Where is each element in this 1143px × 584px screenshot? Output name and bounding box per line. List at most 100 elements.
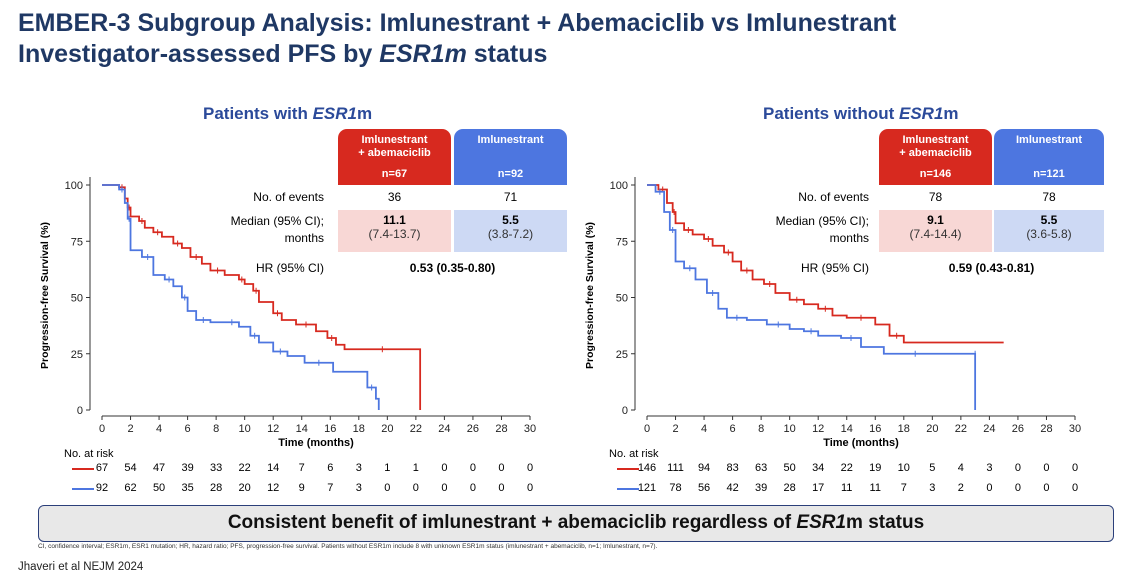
arm-header-mono: Imlunestrant n=92	[454, 129, 567, 185]
risk-count: 111	[667, 462, 684, 474]
hr-value: 0.59 (0.43-0.81)	[948, 261, 1035, 275]
risk-count: 20	[238, 482, 251, 494]
risk-count: 4	[957, 462, 964, 474]
x-tick-label: 4	[156, 423, 162, 435]
panel-title-pre: Patients without	[763, 104, 899, 123]
risk-count: 22	[238, 462, 251, 474]
median-mono: 5.5 (3.6-5.8)	[994, 213, 1104, 241]
risk-count: 10	[897, 462, 910, 474]
risk-count: 78	[669, 482, 682, 494]
x-tick-label: 2	[672, 423, 678, 435]
risk-count: 1	[412, 462, 419, 474]
risk-count: 5	[929, 462, 936, 474]
x-tick-label: 16	[869, 423, 881, 435]
banner-post: m status	[846, 512, 925, 533]
x-tick-label: 24	[983, 423, 995, 435]
panel-with-esr1m: 0 25 50 75 100 0 2 4 6 8 10 12 14 16 18 20 22 24 26 28 30 Tim…	[8, 98, 568, 506]
hr-label: HR (95% CI)	[255, 261, 324, 275]
risk-count: 1	[384, 462, 391, 474]
slide-title: EMBER-3 Subgroup Analysis: Imlunestrant …	[18, 8, 896, 70]
x-tick-label: 10	[784, 423, 796, 435]
y-tick-label: 75	[616, 236, 628, 248]
median-combo: 9.1 (7.4-14.4)	[879, 213, 992, 241]
risk-count: 6	[327, 462, 334, 474]
risk-count: 94	[697, 462, 711, 474]
risk-count: 0	[1043, 482, 1050, 494]
citation: Jhaveri et al NEJM 2024	[18, 561, 144, 573]
x-tick-label: 0	[99, 423, 105, 435]
risk-count: 28	[210, 482, 223, 494]
risk-count: 0	[498, 482, 505, 494]
hr-label: HR (95% CI)	[800, 261, 869, 275]
risk-count: 62	[124, 482, 137, 494]
risk-count: 2	[957, 482, 964, 494]
risk-count: 83	[726, 462, 739, 474]
median-label-line2: months	[829, 231, 869, 245]
arm-header-combo: Imlunestrant + abemaciclib n=67	[338, 129, 451, 185]
median-mono-box	[994, 210, 1104, 252]
x-tick-label: 16	[324, 423, 336, 435]
mono-legend-line	[72, 488, 94, 490]
panel-title-post: m	[357, 104, 373, 123]
risk-count: 7	[298, 462, 305, 474]
risk-count: 3	[355, 462, 362, 474]
y-tick-label: 50	[616, 293, 628, 305]
arm-header-combo-n: n=146	[919, 168, 952, 180]
risk-count: 39	[755, 482, 768, 494]
risk-count: 3	[986, 462, 993, 474]
risk-count: 50	[152, 482, 166, 494]
arm-header-combo-n: n=67	[381, 168, 408, 180]
panel-title-pre: Patients with	[203, 104, 313, 123]
y-axis-title: Progression-free Survival (%)	[584, 222, 596, 369]
risk-count: 92	[95, 482, 109, 494]
median-mono-box	[454, 210, 567, 252]
events-label: No. of events	[253, 190, 324, 204]
risk-count: 17	[812, 482, 825, 494]
risk-table-label: No. at risk	[64, 448, 114, 460]
events-combo: 36	[387, 190, 402, 204]
risk-count: 3	[355, 482, 362, 494]
y-tick-label: 75	[71, 236, 83, 248]
panel-title: Patients with ESR1m	[203, 104, 372, 124]
title-line-2: Investigator-assessed PFS by ESR1m statu…	[18, 39, 896, 70]
median-combo-box	[879, 210, 992, 252]
title-line-2-pre: Investigator-assessed PFS by	[18, 40, 380, 68]
risk-count: 7	[327, 482, 334, 494]
banner-pre: Consistent benefit of imlunestrant + abe…	[227, 512, 797, 533]
risk-count: 0	[441, 462, 448, 474]
x-tick-label: 18	[353, 423, 365, 435]
risk-count: 0	[1014, 462, 1021, 474]
x-tick-label: 0	[644, 423, 650, 435]
risk-count: 0	[469, 462, 476, 474]
panel-title-em: ESR1	[899, 104, 944, 123]
median-mono-value: 5.5	[502, 213, 519, 227]
median-mono-ci: (3.8-7.2)	[487, 227, 534, 241]
median-label-line2: months	[284, 231, 324, 245]
median-label-line1: Median (95% CI);	[775, 214, 869, 228]
x-tick-label: 8	[213, 423, 219, 435]
arm-header-mono-n: n=121	[1033, 168, 1065, 180]
risk-count: 19	[869, 462, 882, 474]
median-combo-ci: (7.4-14.4)	[909, 227, 962, 241]
risk-count: 11	[869, 482, 881, 494]
hr-value: 0.53 (0.35-0.80)	[409, 261, 496, 275]
x-tick-label: 2	[127, 423, 133, 435]
risk-count: 0	[986, 482, 993, 494]
risk-count: 42	[726, 482, 739, 494]
events-mono: 71	[503, 190, 518, 204]
combo-survival-curve	[102, 184, 422, 410]
x-tick-label: 12	[812, 423, 824, 435]
title-line-1: EMBER-3 Subgroup Analysis: Imlunestrant …	[18, 9, 897, 37]
median-label-line1: Median (95% CI);	[230, 214, 324, 228]
risk-count: 50	[783, 462, 796, 474]
x-tick-label: 20	[381, 423, 393, 435]
risk-count: 14	[267, 462, 280, 474]
y-tick-label: 25	[71, 349, 83, 361]
risk-count: 0	[469, 482, 476, 494]
arm-header-mono-label: Imlunestrant	[1015, 134, 1082, 146]
risk-count: 9	[298, 482, 305, 494]
risk-table-label: No. at risk	[609, 448, 659, 460]
risk-count: 146	[637, 462, 657, 474]
risk-count: 0	[526, 462, 534, 474]
